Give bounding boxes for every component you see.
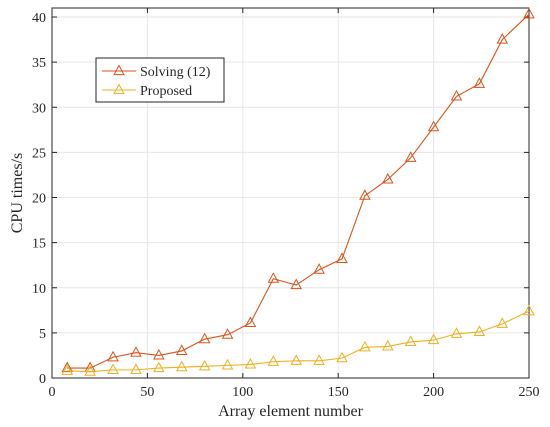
data-point <box>198 332 211 344</box>
data-point <box>382 339 394 351</box>
data-point <box>61 361 74 373</box>
data-point <box>267 272 280 283</box>
data-point <box>496 33 509 44</box>
data-point <box>61 364 74 375</box>
data-point <box>404 151 417 162</box>
data-point <box>290 354 303 365</box>
data-point <box>153 361 165 373</box>
y-tick-label: 30 <box>32 101 46 116</box>
series-solving <box>61 7 535 373</box>
data-point <box>427 333 440 345</box>
legend-item-solving: Solving (12) <box>102 64 211 80</box>
data-point <box>175 360 188 372</box>
data-point <box>382 172 394 184</box>
data-point <box>267 355 280 366</box>
data-point <box>523 7 535 19</box>
x-tick-label: 200 <box>423 385 444 400</box>
data-point <box>359 189 371 200</box>
data-point <box>175 344 188 356</box>
legend: Solving (12) Proposed <box>95 57 225 103</box>
x-axis-label: Array element number <box>218 403 364 420</box>
y-tick-label: 25 <box>32 146 46 161</box>
data-point <box>473 77 486 88</box>
data-point <box>198 359 211 371</box>
data-point <box>244 357 257 369</box>
data-point <box>359 340 371 352</box>
data-point <box>130 363 142 374</box>
data-point <box>450 89 463 101</box>
data-point <box>336 252 348 263</box>
data-point <box>336 351 348 363</box>
data-point <box>130 346 142 357</box>
axis-ticks: 0 50 100 150 200 250 0 5 10 15 20 25 30 35 40 <box>32 8 540 400</box>
y-tick-label: 15 <box>32 237 46 252</box>
y-tick-label: 20 <box>32 192 46 207</box>
legend-label-solving: Solving (12) <box>140 65 211 80</box>
data-point <box>244 316 257 328</box>
y-tick-label: 40 <box>32 11 46 26</box>
x-tick-label: 50 <box>140 385 154 400</box>
data-point <box>404 335 417 346</box>
x-tick-label: 150 <box>328 385 349 400</box>
data-point <box>427 120 440 132</box>
series-proposed <box>61 304 535 376</box>
data-point <box>523 304 535 316</box>
x-tick-label: 0 <box>49 385 56 400</box>
y-tick-label: 5 <box>39 327 46 342</box>
series-line <box>67 13 530 369</box>
y-tick-label: 0 <box>39 372 46 387</box>
y-axis-label: CPU times/s <box>9 153 26 233</box>
x-tick-label: 250 <box>519 385 540 400</box>
y-tick-label: 35 <box>32 56 46 71</box>
data-point <box>107 350 119 362</box>
data-point <box>450 327 463 338</box>
series <box>61 7 535 376</box>
data-point <box>313 354 325 365</box>
legend-label-proposed: Proposed <box>140 84 192 99</box>
legend-marker-solving <box>113 64 125 76</box>
data-point <box>107 363 119 374</box>
data-point <box>496 317 509 328</box>
legend-marker-proposed <box>113 83 125 95</box>
data-point <box>473 325 486 337</box>
data-point <box>313 263 325 274</box>
y-tick-label: 10 <box>32 282 46 297</box>
plot-area-frame <box>51 7 530 379</box>
data-point <box>221 328 234 339</box>
series-line <box>67 310 530 373</box>
data-point <box>84 365 96 376</box>
x-tick-label: 100 <box>232 385 253 400</box>
data-point <box>290 278 303 290</box>
legend-item-proposed: Proposed <box>102 83 192 99</box>
data-point <box>221 358 234 370</box>
data-point <box>153 348 165 360</box>
legend-box <box>95 57 225 103</box>
